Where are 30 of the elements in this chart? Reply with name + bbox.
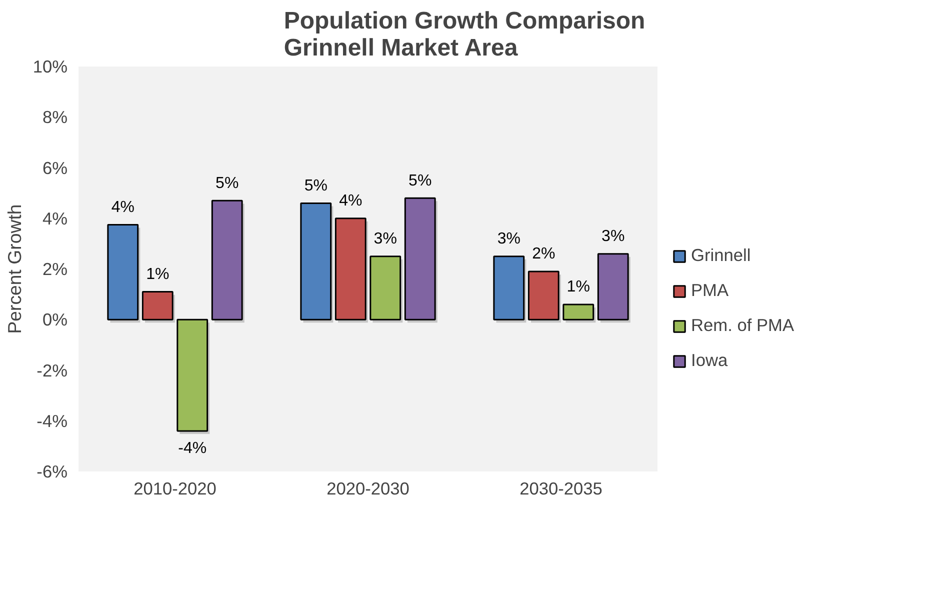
y-tick-label: 4% bbox=[42, 208, 68, 228]
y-tick-label: 10% bbox=[32, 56, 68, 76]
y-tick-label: 8% bbox=[42, 107, 68, 128]
y-tick-label: -2% bbox=[36, 360, 68, 380]
data-label: 3% bbox=[374, 230, 397, 248]
data-label: 3% bbox=[497, 230, 520, 248]
data-label: 2% bbox=[532, 246, 556, 263]
chart-title: Population Growth Comparison Grinnell Market Area bbox=[284, 8, 646, 62]
data-label: -4% bbox=[178, 440, 207, 457]
data-label: 4% bbox=[339, 192, 362, 210]
data-label: 4% bbox=[111, 198, 134, 216]
data-label: 5% bbox=[304, 177, 328, 194]
x-tick-label: 2030-2035 bbox=[520, 478, 602, 498]
legend-label: PMA bbox=[691, 280, 729, 301]
x-tick-label: 2020-2030 bbox=[326, 478, 410, 498]
data-label: 5% bbox=[408, 172, 432, 190]
y-tick-label: -6% bbox=[36, 462, 68, 482]
data-label: 1% bbox=[146, 266, 170, 283]
legend-label: Grinnell bbox=[691, 245, 751, 266]
y-tick-label: 0% bbox=[42, 310, 68, 330]
y-axis-title: Percent Growth bbox=[4, 204, 25, 334]
data-label: 5% bbox=[216, 174, 239, 192]
data-label: 1% bbox=[566, 278, 590, 296]
data-label: 3% bbox=[602, 228, 625, 245]
legend-label: Rem. of PMA bbox=[691, 315, 794, 336]
y-tick-label: 2% bbox=[42, 259, 68, 279]
y-tick-label: 6% bbox=[42, 158, 68, 178]
x-tick-label: 2010-2020 bbox=[134, 478, 216, 498]
y-tick-label: -4% bbox=[36, 410, 68, 431]
legend-label: Iowa bbox=[691, 350, 728, 371]
